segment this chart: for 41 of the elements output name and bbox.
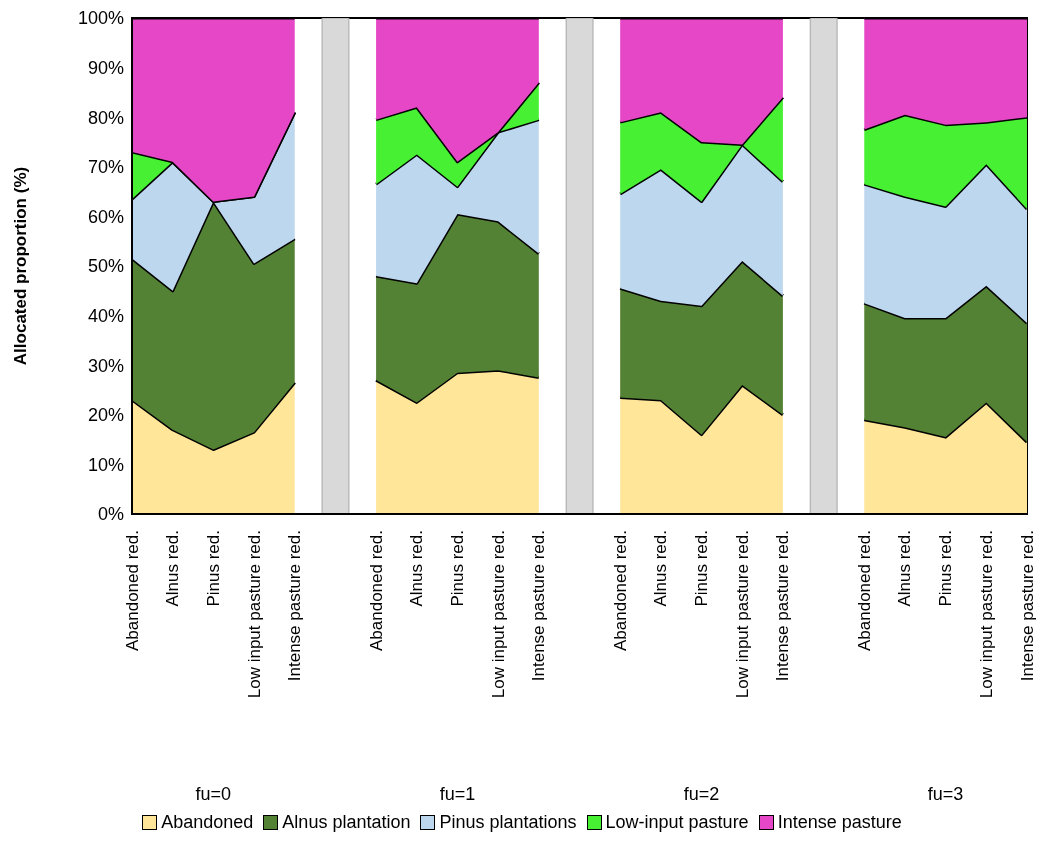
x-tick-label: Abandoned red. [366,530,386,651]
legend-label: Alnus plantation [282,812,411,833]
text: fu=0 [194,784,233,805]
y-axis-title: Allocated proportion (%) [11,166,31,366]
y-tick-label: 80% [87,107,124,128]
x-tick-label: Intense pasture red. [773,530,793,682]
x-tick-label: Pinus red. [447,530,467,607]
y-tick-label: 30% [87,355,124,376]
x-tick-label: Low input pasture red. [244,530,264,699]
x-tick-label: Low input pasture red. [976,530,996,699]
legend-label: Intense pasture [777,812,902,833]
y-tick-label: 50% [87,256,124,277]
x-tick-label: Pinus red. [692,530,712,607]
x-tick-label: Intense pasture red. [285,530,305,682]
x-tick-label: Abandoned red. [610,530,630,651]
text: fu=2 [682,784,721,805]
x-tick-label: Intense pasture red. [529,530,549,682]
y-tick-label: 70% [87,157,124,178]
text: fu=3 [926,784,965,805]
legend-label: Low-input pasture [605,812,749,833]
legend-label: Pinus plantations [439,812,577,833]
x-tick-label: Low input pasture red. [732,530,752,699]
x-tick-label: Alnus red. [895,530,915,607]
y-tick-label: 40% [87,305,124,326]
x-tick-label: Alnus red. [651,530,671,607]
x-tick-label: Pinus red. [936,530,956,607]
text: fu=1 [438,784,477,805]
y-tick-label: 0% [97,504,124,525]
x-tick-label: Intense pasture red. [1017,530,1037,682]
y-tick-label: 100% [77,8,124,29]
x-tick-label: Low input pasture red. [488,530,508,699]
y-tick-label: 10% [87,454,124,475]
x-tick-label: Pinus red. [203,530,223,607]
y-tick-label: 90% [87,57,124,78]
y-tick-label: 60% [87,206,124,227]
x-tick-label: Abandoned red. [854,530,874,651]
x-tick-label: Alnus red. [163,530,183,607]
y-tick-label: 20% [87,405,124,426]
x-tick-label: Alnus red. [407,530,427,607]
legend-label: Abandoned [161,812,254,833]
x-tick-label: Abandoned red. [122,530,142,651]
